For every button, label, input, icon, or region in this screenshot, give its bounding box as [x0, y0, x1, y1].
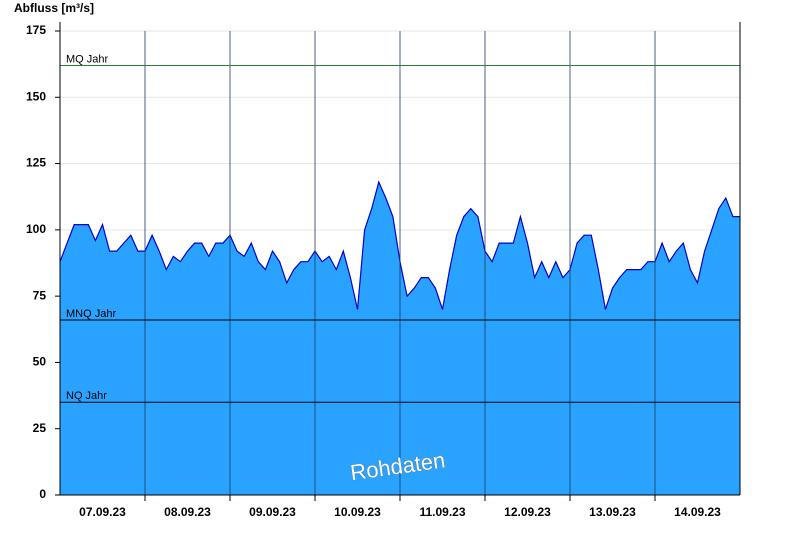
x-tick-label: 14.09.23 — [674, 505, 721, 519]
reference-label: MQ Jahr — [66, 53, 109, 65]
reference-label: NQ Jahr — [66, 390, 107, 402]
y-tick-label: 100 — [26, 222, 46, 236]
y-axis-title: Abfluss [m³/s] — [14, 1, 94, 15]
x-tick-label: 07.09.23 — [79, 505, 126, 519]
x-tick-label: 08.09.23 — [164, 505, 211, 519]
y-tick-label: 125 — [26, 156, 46, 170]
y-tick-label: 150 — [26, 89, 46, 103]
x-tick-label: 12.09.23 — [504, 505, 551, 519]
y-tick-label: 25 — [33, 421, 47, 435]
x-tick-label: 13.09.23 — [589, 505, 636, 519]
y-tick-label: 175 — [26, 23, 46, 37]
x-tick-label: 10.09.23 — [334, 505, 381, 519]
x-tick-label: 11.09.23 — [419, 505, 465, 519]
y-tick-label: 50 — [33, 355, 47, 369]
reference-label: MNQ Jahr — [66, 308, 116, 320]
y-tick-label: 75 — [33, 288, 47, 302]
y-tick-label: 0 — [39, 487, 46, 501]
x-tick-label: 09.09.23 — [249, 505, 296, 519]
